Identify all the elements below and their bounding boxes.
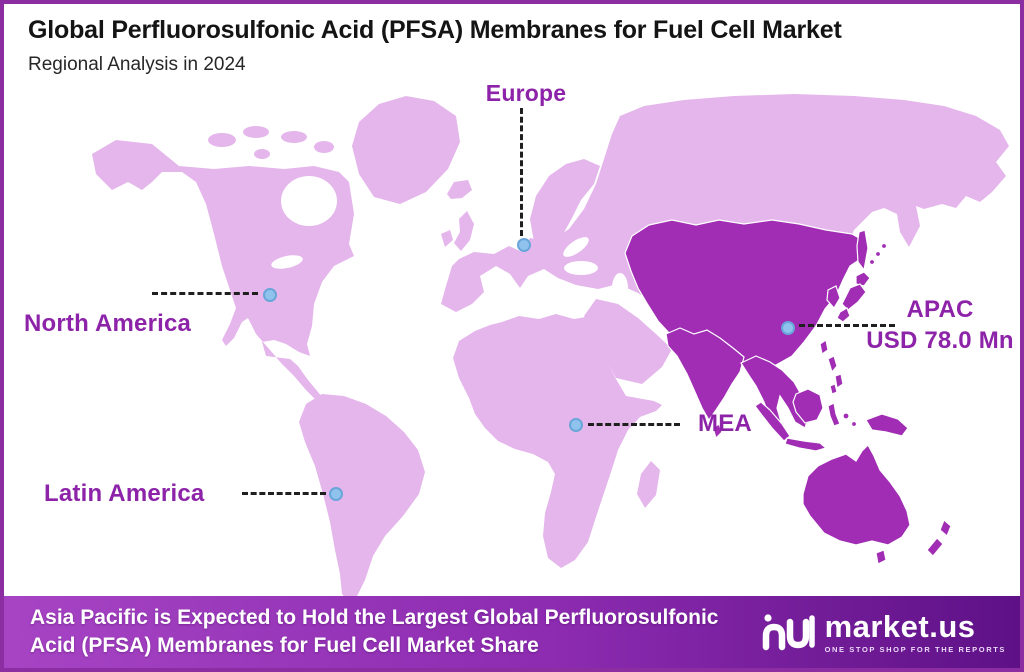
logo-tagline: ONE STOP SHOP FOR THE REPORTS [824, 644, 1006, 654]
mea-map-marker[interactable] [569, 418, 583, 432]
north-america-callout-line [152, 292, 258, 295]
apac-label-text: APAC [906, 296, 974, 323]
page-subtitle: Regional Analysis in 2024 [28, 54, 246, 75]
region-label-europe: Europe [485, 80, 567, 106]
bottom-banner: Asia Pacific is Expected to Hold the Lar… [4, 596, 1020, 668]
region-label-apac: APAC USD 78.0 Mn [860, 296, 1020, 355]
region-label-mea: MEA [698, 410, 752, 437]
europe-callout-line [520, 108, 523, 236]
page-title: Global Perfluorosulfonic Acid (PFSA) Mem… [28, 16, 842, 44]
apac-callout-line [799, 324, 895, 327]
region-label-north-america: North America [24, 310, 192, 337]
map-seas [563, 237, 628, 303]
world-map [92, 94, 1009, 602]
region-label-latin-america: Latin America [44, 480, 205, 507]
banner-headline: Asia Pacific is Expected to Hold the Lar… [30, 606, 719, 657]
map-apac-highlight [624, 219, 952, 565]
latin-america-callout-line [242, 492, 326, 495]
europe-map-marker[interactable] [517, 238, 531, 252]
logo-wordmark: market.us [824, 608, 976, 644]
mea-callout-line [588, 423, 680, 426]
header: Global Perfluorosulfonic Acid (PFSA) Mem… [28, 16, 1004, 76]
marketus-logo-icon [762, 614, 815, 651]
marketus-logo: market.us ONE STOP SHOP FOR THE REPORTS [761, 609, 1006, 655]
latin-america-map-marker[interactable] [329, 487, 343, 501]
apac-map-marker[interactable] [781, 321, 795, 335]
apac-market-value: USD 78.0 Mn [866, 327, 1014, 354]
north-america-map-marker[interactable] [263, 288, 277, 302]
